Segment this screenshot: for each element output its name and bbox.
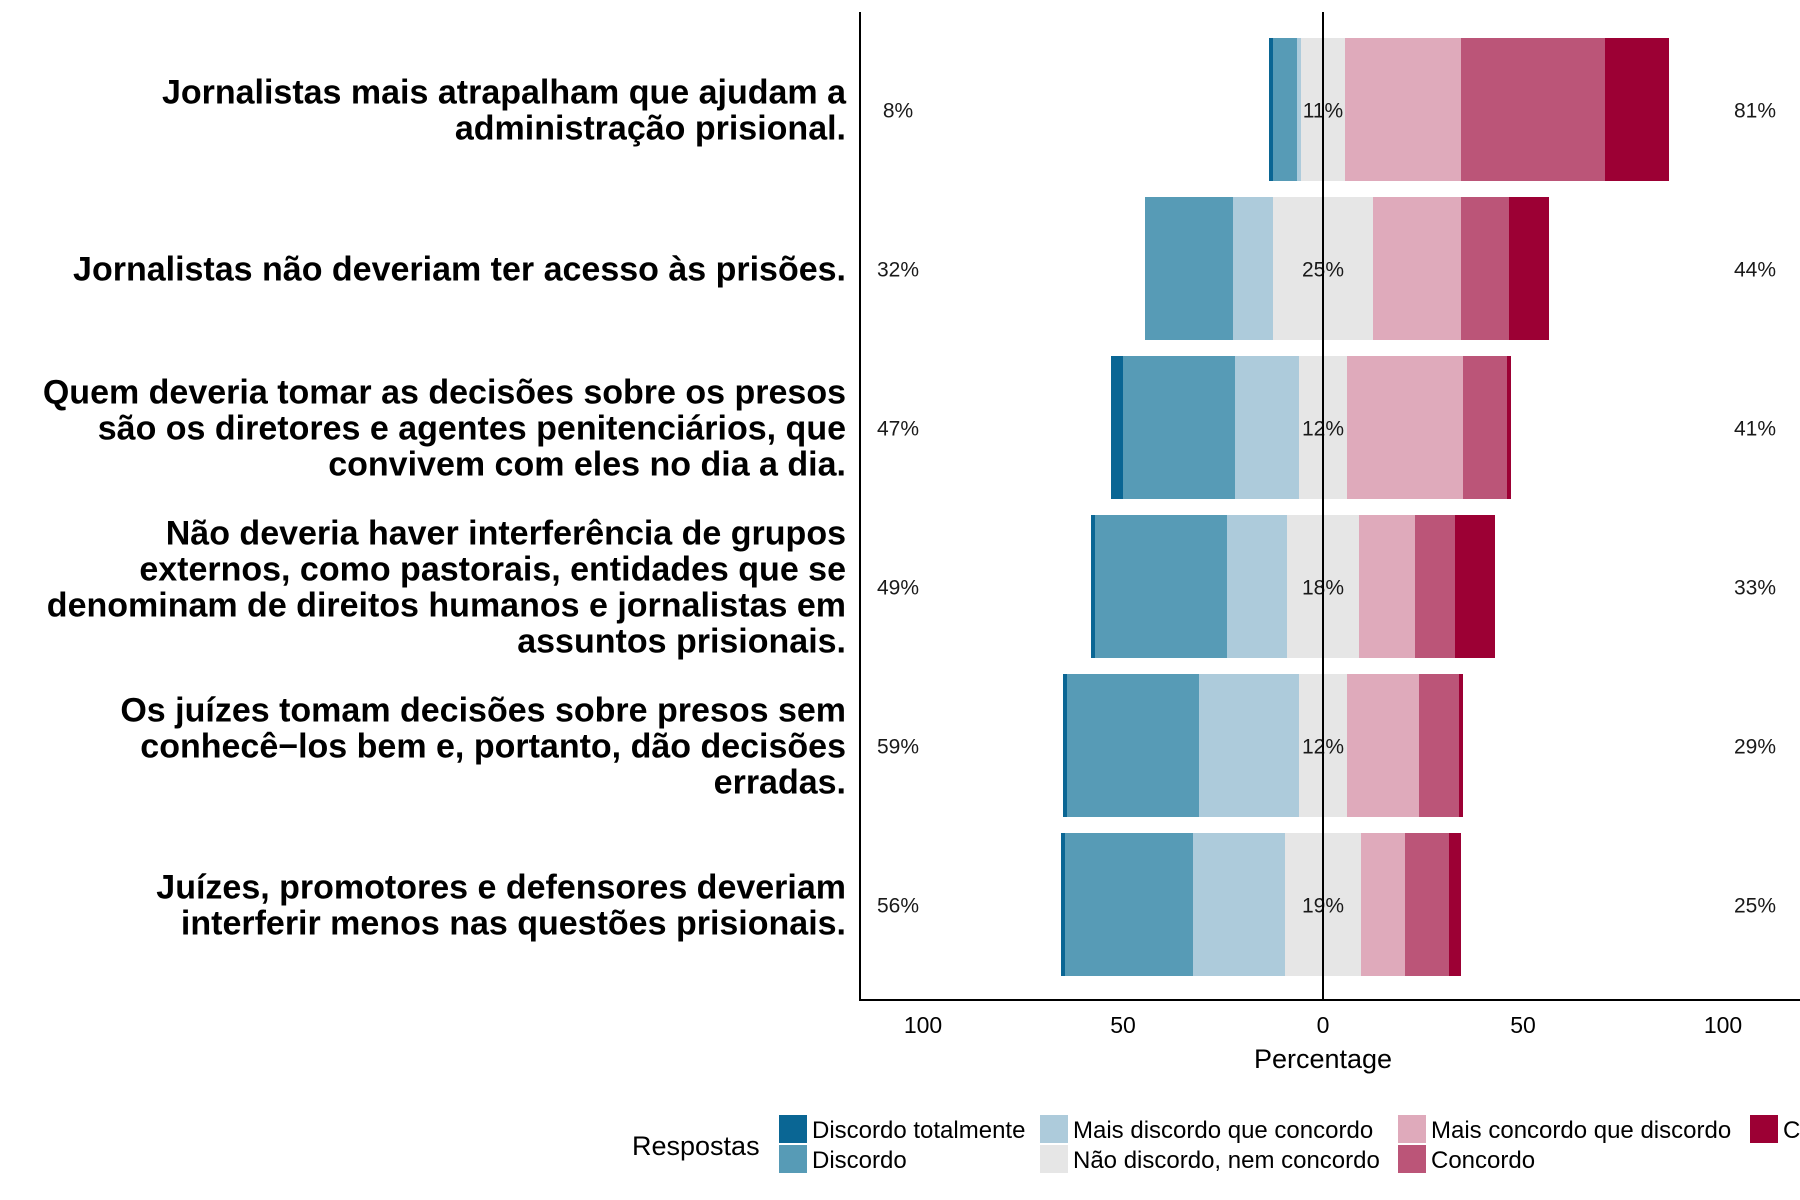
bars [1061,38,1669,976]
legend-swatch [1398,1115,1426,1143]
item-label-line: são os diretores e agentes penitenciário… [98,410,846,448]
bar-segment [1065,833,1193,976]
bar-segment [1463,356,1507,499]
item-label-line: convivem com eles no dia a dia. [328,446,846,484]
right-percent-label: 33% [1734,577,1776,600]
bar-segment [1233,197,1273,340]
legend-title: Respostas [632,1131,760,1161]
bar-segment [1405,833,1449,976]
item-label-line: administração prisional. [455,110,846,148]
x-axis-title: Percentage [1254,1044,1392,1074]
bar-segment [1461,38,1605,181]
bar-segment [1415,515,1455,658]
item-label-line: erradas. [714,764,846,802]
bar-segment [1063,674,1067,817]
bar-segment [1459,674,1463,817]
legend-label: Mais concordo que discordo [1431,1117,1731,1144]
bar-segment [1111,356,1123,499]
item-label-line: denominam de direitos humanos e jornalis… [47,587,846,625]
bar-segment [1507,356,1511,499]
bar-segment [1145,197,1233,340]
item-label-line: Os juízes tomam decisões sobre presos se… [120,692,846,730]
bar-segment [1449,833,1461,976]
item-label-line: interferir menos nas questões prisionais… [181,905,846,943]
bar-segment [1373,197,1461,340]
item-label-line: Jornalistas não deveriam ter acesso às p… [73,251,846,289]
left-percent-label: 49% [877,577,919,600]
item-label-line: Quem deveria tomar as decisões sobre os … [43,374,846,412]
left-percent-label: 8% [883,100,913,123]
bar-segment [1095,515,1227,658]
legend-label: Não discordo, nem concordo [1073,1147,1380,1174]
left-percent-label: 47% [877,418,919,441]
bar-segment [1347,674,1419,817]
legend: Respostas Discordo totalmente Discordo Mais… [632,1115,1800,1174]
bar-segment [1067,674,1199,817]
bar-segment [1461,197,1509,340]
right-percent-label: 44% [1734,259,1776,282]
bar-segment [1509,197,1549,340]
legend-label: Concordo [1431,1147,1535,1174]
right-percent-label: 81% [1734,100,1776,123]
x-tick-label: 100 [1704,1012,1742,1038]
item-label-line: Jornalistas mais atrapalham que ajudam a [162,74,847,112]
bar-segment [1123,356,1235,499]
bar-segment [1061,833,1065,976]
bar-segment [1455,515,1495,658]
bar-segment [1419,674,1459,817]
legend-swatch [1398,1145,1426,1173]
bar-segment [1235,356,1299,499]
left-percent-label: 59% [877,736,919,759]
item-label-line: Juízes, promotores e defensores deveriam [156,869,846,907]
bar-segment [1273,38,1297,181]
item-label-line: externos, como pastorais, entidades que … [139,551,846,589]
bar-segment [1269,38,1273,181]
x-tick-label: 0 [1317,1012,1330,1038]
bar-segment [1345,38,1461,181]
item-label-line: Não deveria haver interferência de grupo… [166,515,846,553]
right-percent-label: 25% [1734,895,1776,918]
bar-segment [1091,515,1095,658]
x-tick-label: 50 [1510,1012,1536,1038]
left-percent-label: 32% [877,259,919,282]
x-axis: 100 50 0 50 100 Percentage [859,12,1800,1074]
bar-segment [1359,515,1415,658]
bar-segment [1297,38,1301,181]
legend-swatch [779,1115,807,1143]
x-tick-label: 100 [904,1012,942,1038]
bar-segment [1227,515,1287,658]
bar-segment [1347,356,1463,499]
x-tick-label: 50 [1110,1012,1136,1038]
bar-segment [1605,38,1669,181]
legend-label: Concordo totalmente [1783,1117,1800,1144]
right-percent-label: 41% [1734,418,1776,441]
legend-label: Discordo totalmente [812,1117,1025,1144]
legend-swatch [779,1145,807,1173]
right-percent-label: 29% [1734,736,1776,759]
left-percent-label: 56% [877,895,919,918]
legend-swatch [1040,1115,1068,1143]
bar-segment [1361,833,1405,976]
bar-segment [1199,674,1299,817]
item-labels: Jornalistas mais atrapalham que ajudam a… [43,74,847,943]
item-label-line: conhecê−los bem e, portanto, dão decisõe… [140,728,846,766]
legend-swatch [1750,1115,1778,1143]
bar-segment [1193,833,1285,976]
item-label-line: assuntos prisionais. [517,623,846,661]
legend-label: Mais discordo que concordo [1073,1117,1373,1144]
legend-swatch [1040,1145,1068,1173]
legend-label: Discordo [812,1147,907,1174]
